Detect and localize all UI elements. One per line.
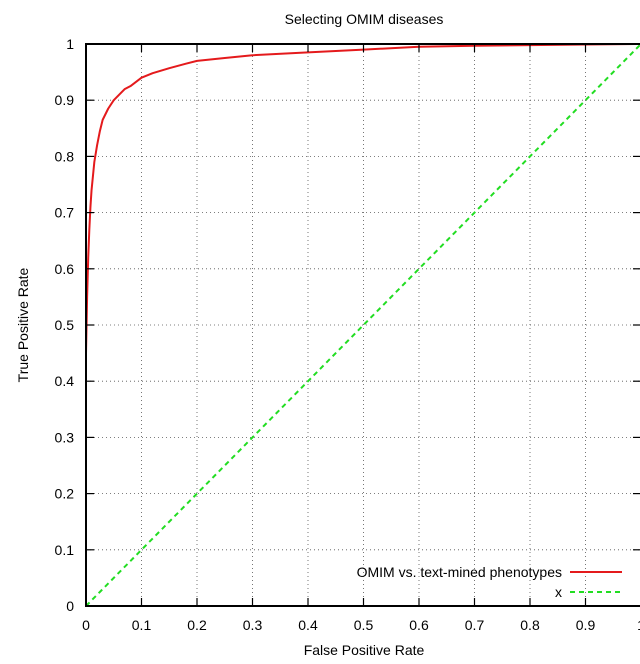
x-axis-title: False Positive Rate bbox=[304, 642, 425, 658]
axis-ticks: 0 0.1 0.2 0.3 0.4 0.5 0.6 0.7 0.8 0.9 1 0 0.1 0.2 0.3 0… bbox=[55, 36, 640, 633]
x-tick-label: 0 bbox=[82, 617, 90, 633]
y-axis-title: True Positive Rate bbox=[15, 267, 31, 382]
x-tick-label: 0.4 bbox=[298, 617, 318, 633]
series-line-0 bbox=[85, 43, 640, 606]
x-tick-label: 0.8 bbox=[520, 617, 540, 633]
y-tick-label: 0.3 bbox=[55, 429, 75, 445]
y-tick-label: 1 bbox=[66, 36, 74, 52]
y-tick-label: 0.8 bbox=[55, 148, 75, 164]
series-lines bbox=[85, 43, 640, 607]
series-line-1 bbox=[85, 43, 640, 607]
y-tick-label: 0.1 bbox=[55, 542, 75, 558]
x-tick-label: 0.2 bbox=[187, 617, 207, 633]
chart-title: Selecting OMIM diseases bbox=[285, 11, 444, 27]
x-tick-label: 0.5 bbox=[354, 617, 374, 633]
y-tick-label: 0.5 bbox=[55, 317, 75, 333]
legend: OMIM vs. text-mined phenotypes x bbox=[357, 564, 622, 600]
legend-label: x bbox=[555, 584, 562, 600]
x-tick-label: 0.3 bbox=[243, 617, 263, 633]
x-tick-label: 0.6 bbox=[409, 617, 429, 633]
y-tick-label: 0.4 bbox=[55, 373, 75, 389]
x-tick-label: 0.1 bbox=[132, 617, 152, 633]
y-tick-label: 0.9 bbox=[55, 92, 75, 108]
y-tick-label: 0.2 bbox=[55, 486, 75, 502]
grid-lines bbox=[86, 44, 640, 606]
x-tick-label: 0.7 bbox=[465, 617, 485, 633]
y-tick-label: 0 bbox=[66, 598, 74, 614]
y-tick-label: 0.7 bbox=[55, 205, 75, 221]
x-tick-label: 1 bbox=[637, 617, 640, 633]
legend-label: OMIM vs. text-mined phenotypes bbox=[357, 564, 562, 580]
x-tick-label: 0.9 bbox=[576, 617, 596, 633]
y-tick-label: 0.6 bbox=[55, 261, 75, 277]
